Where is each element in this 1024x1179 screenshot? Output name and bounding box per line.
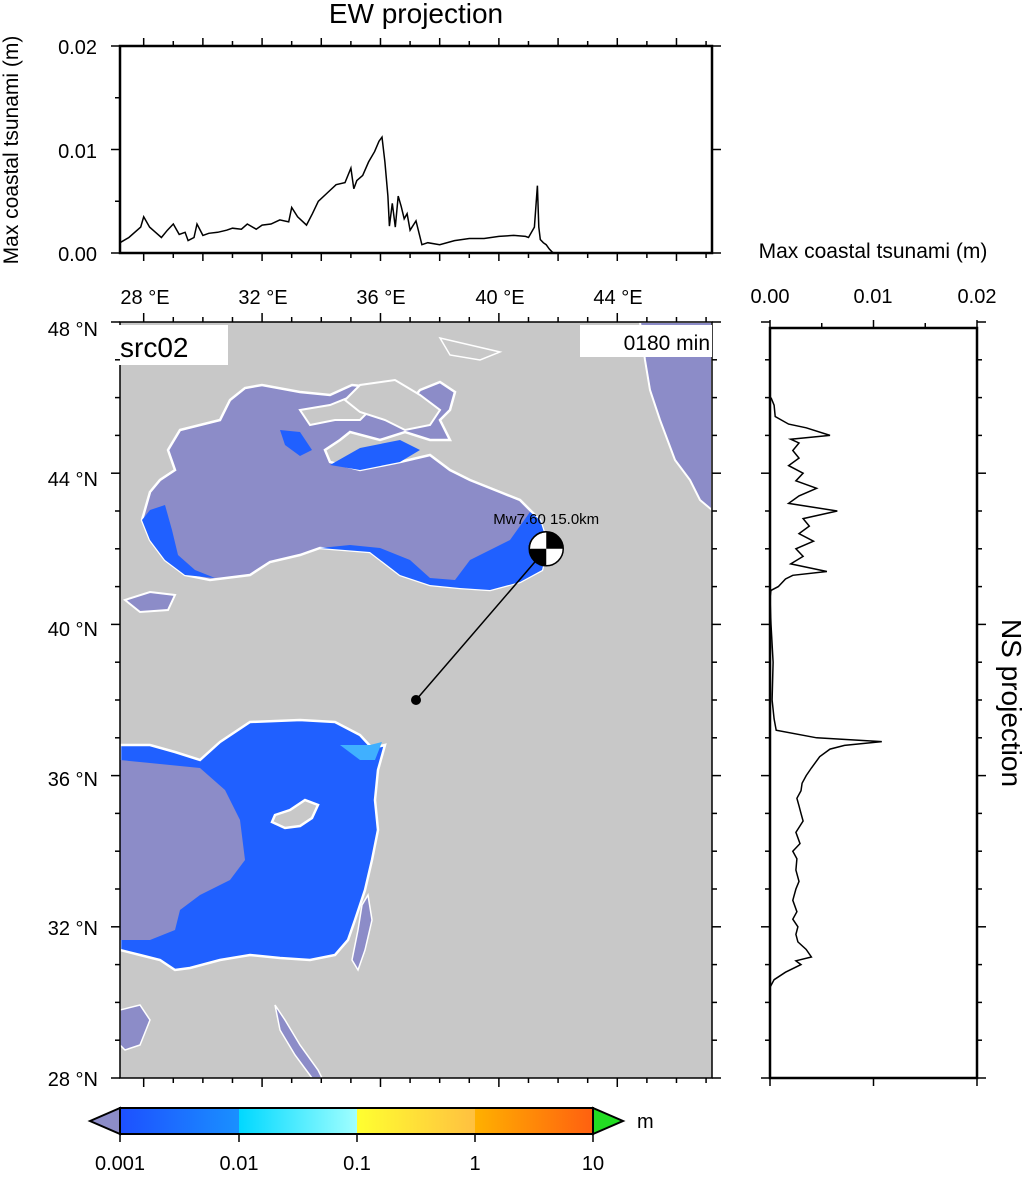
colorbar-segment [120, 1108, 239, 1134]
lat-tick-label: 32 °N [48, 918, 98, 940]
event-label: Mw7.60 15.0km [493, 511, 599, 528]
colorbar-segment [239, 1108, 357, 1134]
ns-xtick-label: 0.00 [751, 286, 790, 308]
colorbar-segment [475, 1108, 593, 1134]
nile-area [120, 1004, 151, 1051]
ew-projection-title: EW projection [329, 0, 503, 29]
ew-ytick-label: 0.01 [58, 141, 97, 163]
colorbar-under-arrow [87, 1106, 121, 1136]
coastline [438, 336, 503, 361]
colorbar-tick-label: 0.001 [95, 1153, 145, 1175]
wave-patch [280, 430, 312, 456]
source-offset-line [415, 548, 547, 701]
ew-ticks [111, 38, 721, 261]
wave-patch [330, 440, 420, 470]
gulf-of-suez [274, 1004, 323, 1078]
black-sea [140, 380, 550, 592]
colorbar-over-arrow [592, 1106, 626, 1136]
lon-tick-label: 44 °E [593, 287, 642, 309]
colorbar: m 0.001 0.01 0.1 1 10 [87, 1106, 654, 1175]
ns-xtick-label: 0.01 [854, 286, 893, 308]
lon-tick-label: 28 °E [120, 287, 169, 309]
wave-patch [340, 742, 382, 760]
lat-tick-label: 28 °N [48, 1069, 98, 1091]
cyprus [270, 798, 320, 830]
colorbar-tick-label: 10 [582, 1153, 604, 1175]
lon-tick-label: 36 °E [356, 287, 405, 309]
ew-ytick-label: 0.00 [58, 244, 97, 266]
focal-mechanism-icon [528, 531, 564, 567]
lat-tick-label: 48 °N [48, 319, 98, 341]
ns-series-line [769, 397, 882, 988]
ns-ticks [761, 320, 986, 1086]
lat-tick-label: 44 °N [48, 469, 98, 491]
time-label-box [580, 325, 712, 357]
lon-tick-label: 32 °E [238, 287, 287, 309]
below-min-sea [120, 760, 245, 940]
sea-of-marmara [122, 590, 177, 614]
source-label-box [118, 325, 228, 365]
lat-tick-label: 36 °N [48, 769, 98, 791]
caspian-sea [638, 322, 712, 512]
ew-ylabel: Max coastal tsunami (m) [0, 36, 23, 265]
lat-tick-label: 40 °N [48, 619, 98, 641]
ew-series-line [119, 135, 555, 254]
map-ticks [111, 313, 721, 1087]
colorbar-tick-label: 0.01 [220, 1153, 259, 1175]
ns-xlabel: Max coastal tsunami (m) [759, 240, 988, 263]
ns-projection-panel: Max coastal tsunami (m) 0.00 0.01 0.02 N… [751, 240, 1024, 1086]
time-label: 0180 min [624, 332, 710, 355]
ns-xtick-label: 0.02 [958, 286, 997, 308]
ew-plot-frame [118, 44, 714, 255]
reference-point [411, 695, 421, 705]
map-panel: Mw7.60 15.0km src02 0180 min 28 °E 32 °E… [48, 287, 721, 1091]
dead-sea [351, 892, 373, 972]
colorbar-tick-label: 0.1 [343, 1153, 371, 1175]
wave-patch [320, 512, 548, 590]
colorbar-unit: m [637, 1111, 654, 1133]
ns-plot-frame [768, 326, 979, 1080]
azov-land [343, 378, 442, 432]
ew-ytick-label: 0.02 [58, 37, 97, 59]
lon-tick-label: 40 °E [475, 287, 524, 309]
colorbar-tick-label: 1 [469, 1153, 480, 1175]
source-label: src02 [120, 332, 188, 363]
wave-patch [142, 505, 215, 578]
ns-projection-title: NS projection [996, 619, 1024, 787]
colorbar-segment [357, 1108, 475, 1134]
ew-projection-panel: EW projection 0.02 0.01 0.00 Max coastal… [0, 0, 721, 266]
